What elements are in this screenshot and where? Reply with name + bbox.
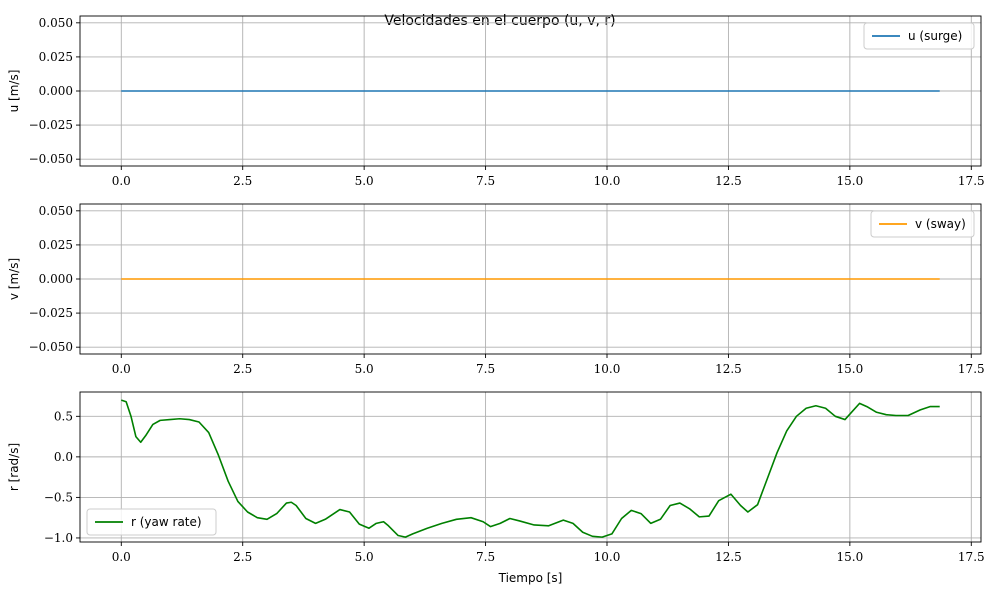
chart-0-xtick-label-5: 12.5 xyxy=(715,174,742,188)
chart-1-xtick-label-1: 2.5 xyxy=(233,362,252,376)
chart-2-ytick-label-3: −1.0 xyxy=(44,531,73,545)
chart-0-xtick-label-7: 17.5 xyxy=(958,174,985,188)
chart-2-xtick-label-5: 12.5 xyxy=(715,550,742,564)
chart-0-xtick-label-1: 2.5 xyxy=(233,174,252,188)
chart-2-xtick-label-4: 10.0 xyxy=(594,550,621,564)
chart-2-legend-label: r (yaw rate) xyxy=(131,515,202,529)
chart-0-ytick-label-1: 0.025 xyxy=(39,50,73,64)
chart-2-series-line-0 xyxy=(121,399,940,538)
chart-1-xtick-label-3: 7.5 xyxy=(476,362,495,376)
chart-1-xtick-label-6: 15.0 xyxy=(836,362,863,376)
chart-2-xtick-label-3: 7.5 xyxy=(476,550,495,564)
chart-2-xlabel: Tiempo [s] xyxy=(498,571,563,585)
chart-1-legend-label: v (sway) xyxy=(915,217,966,231)
chart-2-xtick-label-7: 17.5 xyxy=(958,550,985,564)
chart-2-ylabel: r [rad/s] xyxy=(7,443,21,491)
chart-0-ytick-label-2: 0.000 xyxy=(39,84,73,98)
chart-0-xtick-label-2: 5.0 xyxy=(355,174,374,188)
chart-1-ytick-label-3: −0.025 xyxy=(29,306,73,320)
figure-title: Velocidades en el cuerpo (u, v, r) xyxy=(384,13,615,29)
chart-0-xtick-label-3: 7.5 xyxy=(476,174,495,188)
chart-1-ytick-label-2: 0.000 xyxy=(39,272,73,286)
chart-2-xtick-label-0: 0.0 xyxy=(112,550,131,564)
chart-0-xtick-label-6: 15.0 xyxy=(836,174,863,188)
chart-0-ytick-label-3: −0.025 xyxy=(29,118,73,132)
chart-0-xtick-label-4: 10.0 xyxy=(594,174,621,188)
panel-v: 0.0 2.5 5.0 7.5 10.0 12.5 15.0 17.5 0.050 0.025 0.… xyxy=(7,203,985,376)
panel-u: 0.0 2.5 5.0 7.5 10.0 12.5 15.0 17.5 0.050 0.025 0.… xyxy=(7,15,985,188)
chart-1-ylabel: v [m/s] xyxy=(7,258,21,300)
chart-2-xtick-label-6: 15.0 xyxy=(836,550,863,564)
chart-0-ytick-label-0: 0.050 xyxy=(39,16,73,30)
chart-1-xtick-label-0: 0.0 xyxy=(112,362,131,376)
chart-2-legend-box xyxy=(86,508,217,536)
panel-r: 0.0 2.5 5.0 7.5 10.0 12.5 15.0 17.5 0.5 0.0 −0.5 −1… xyxy=(7,391,985,585)
chart-0-legend-label: u (surge) xyxy=(908,29,962,43)
chart-2-frame xyxy=(79,391,982,543)
chart-0-xtick-label-0: 0.0 xyxy=(112,174,131,188)
chart-1-xtick-label-4: 10.0 xyxy=(594,362,621,376)
chart-1-xtick-label-7: 17.5 xyxy=(958,362,985,376)
chart-1-xtick-label-5: 12.5 xyxy=(715,362,742,376)
chart-1-xtick-label-2: 5.0 xyxy=(355,362,374,376)
chart-1-legend-box xyxy=(870,210,975,238)
chart-1-ytick-label-0: 0.050 xyxy=(39,204,73,218)
chart-2-ytick-label-0: 0.5 xyxy=(54,409,73,423)
chart-1-ytick-label-4: −0.050 xyxy=(29,340,73,354)
chart-2-xtick-label-2: 5.0 xyxy=(355,550,374,564)
chart-0-legend-box xyxy=(863,22,975,50)
chart-2-ytick-label-2: −0.5 xyxy=(44,490,73,504)
chart-0-ylabel: u [m/s] xyxy=(7,70,21,113)
chart-0-ytick-label-4: −0.050 xyxy=(29,152,73,166)
chart-2-xtick-label-1: 2.5 xyxy=(233,550,252,564)
chart-2-ytick-label-1: 0.0 xyxy=(54,450,73,464)
chart-1-ytick-label-1: 0.025 xyxy=(39,238,73,252)
